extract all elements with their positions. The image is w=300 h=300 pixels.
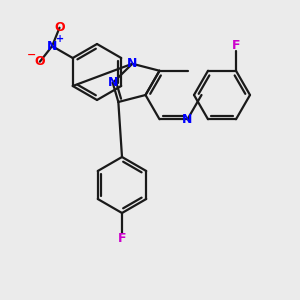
Text: O: O <box>34 55 45 68</box>
Text: −: − <box>27 50 37 60</box>
Text: +: + <box>56 34 64 44</box>
Text: O: O <box>54 21 65 34</box>
Text: N: N <box>108 76 118 89</box>
Text: F: F <box>118 232 126 245</box>
Text: F: F <box>232 39 240 52</box>
Text: N: N <box>182 113 193 126</box>
Text: N: N <box>47 40 57 52</box>
Text: N: N <box>127 57 137 70</box>
